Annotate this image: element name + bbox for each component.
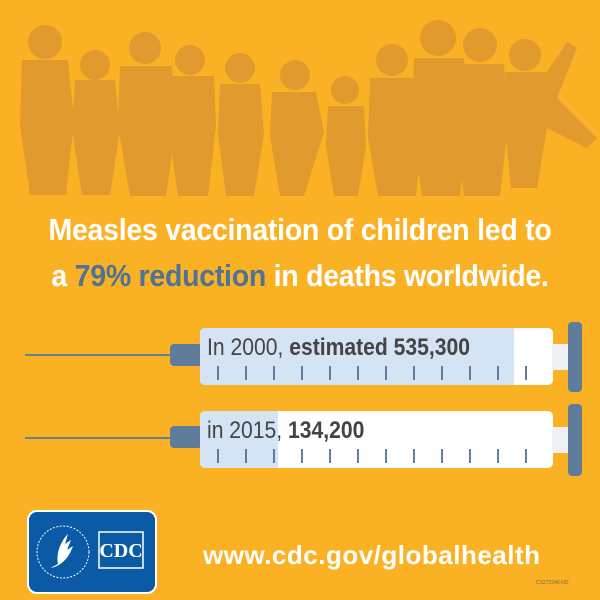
headline-highlight: 79% reduction xyxy=(74,258,267,293)
children-silhouettes xyxy=(20,20,597,196)
scale-tick xyxy=(385,449,387,463)
document-code: CS272346-DD xyxy=(536,580,569,586)
scale-tick xyxy=(497,366,499,380)
headline-prefix: a xyxy=(51,258,75,293)
headline-line-2: a 79% reduction in deaths worldwide. xyxy=(24,258,576,294)
hhs-cdc-logo[interactable]: CDC xyxy=(27,510,157,594)
scale-tick xyxy=(329,366,331,380)
plunger-rod xyxy=(552,427,570,453)
needle xyxy=(25,437,173,439)
scale-tick xyxy=(525,449,527,463)
scale-tick xyxy=(245,449,247,463)
hhs-eagle-icon: CDC xyxy=(36,525,144,579)
scale-tick xyxy=(301,449,303,463)
plunger-handle xyxy=(568,404,582,476)
scale-tick xyxy=(329,449,331,463)
headline-line-1: Measles vaccination of children led to xyxy=(48,212,552,247)
scale-tick xyxy=(441,366,443,380)
syringe-barrel: In 2000, estimated 535,300 xyxy=(200,328,553,385)
scale-tick xyxy=(245,366,247,380)
scale-tick xyxy=(497,449,499,463)
scale-tick xyxy=(525,366,527,380)
scale-tick xyxy=(413,449,415,463)
scale-tick xyxy=(301,366,303,380)
plunger-rod xyxy=(552,344,570,370)
needle xyxy=(25,354,173,356)
scale-tick xyxy=(217,366,219,380)
syringe-hub xyxy=(170,344,202,366)
scale-tick xyxy=(273,449,275,463)
website-link[interactable]: www.cdc.gov/globalhealth xyxy=(203,540,541,570)
scale-tick xyxy=(357,449,359,463)
syringe-barrel: in 2015, 134,200 xyxy=(200,411,553,468)
scale-tick xyxy=(441,449,443,463)
syringe-label: in 2015, 134,200 xyxy=(207,417,365,444)
scale-tick xyxy=(385,366,387,380)
scale-tick xyxy=(469,366,471,380)
cdc-logo-text: CDC xyxy=(99,540,142,562)
scale-tick xyxy=(273,366,275,380)
plunger-handle xyxy=(568,322,582,392)
scale-tick xyxy=(469,449,471,463)
syringe-label: In 2000, estimated 535,300 xyxy=(207,334,471,361)
syringe-fill xyxy=(200,411,278,468)
headline-suffix: in deaths worldwide. xyxy=(265,258,549,293)
scale-tick xyxy=(217,449,219,463)
syringe-hub xyxy=(170,426,202,448)
scale-tick xyxy=(413,366,415,380)
scale-tick xyxy=(357,366,359,380)
